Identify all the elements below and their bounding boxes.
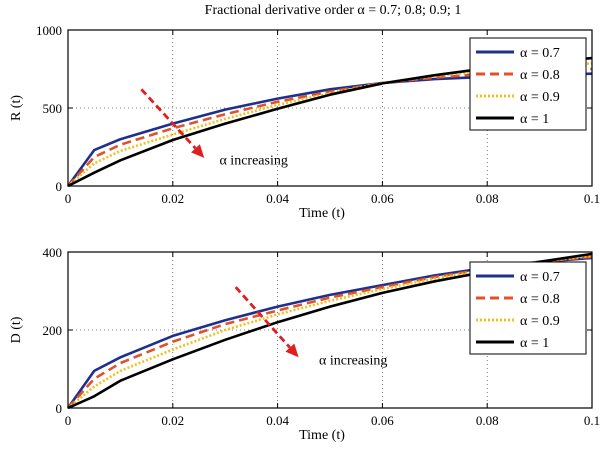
legend-label-1: α = 0.7 — [520, 46, 560, 61]
figure-title: Fractional derivative order α = 0.7; 0.8… — [205, 3, 462, 18]
legend-label-3: α = 0.9 — [520, 90, 560, 105]
x-tick-label: 0.02 — [161, 413, 184, 428]
annotation-arrow-head — [191, 144, 205, 158]
x-tick-label: 0.02 — [161, 191, 184, 206]
legend-label-1: α = 0.7 — [520, 270, 560, 285]
x-tick-label: 0.04 — [266, 191, 289, 206]
x-tick-label: 0.06 — [371, 413, 394, 428]
y-tick-label: 0 — [56, 401, 63, 416]
y-tick-label: 1000 — [36, 23, 62, 38]
y-axis-label: D (t) — [9, 316, 24, 343]
x-tick-label: 0.06 — [371, 191, 394, 206]
legend-label-4: α = 1 — [520, 336, 549, 351]
x-axis-label: Time (t) — [299, 428, 345, 443]
legend-label-3: α = 0.9 — [520, 314, 560, 329]
x-tick-label: 0.04 — [266, 413, 289, 428]
y-tick-label: 200 — [43, 323, 63, 338]
legend-label-4: α = 1 — [520, 112, 549, 127]
chart-panels: 0 0.02 0.04 0.06 0.08 0.1 0 500 1000 Time (t) R (t… — [9, 23, 600, 443]
x-axis-label: Time (t) — [299, 206, 345, 221]
legend: α = 0.7 α = 0.8 α = 0.9 α = 1 — [469, 261, 587, 355]
y-tick-label: 0 — [56, 179, 63, 194]
legend-label-2: α = 0.8 — [520, 292, 560, 307]
x-tick-label: 0 — [65, 413, 72, 428]
y-tick-label: 400 — [43, 245, 63, 260]
y-axis-label: R (t) — [9, 95, 24, 121]
legend-label-2: α = 0.8 — [520, 68, 560, 83]
annotation-arrow-shaft — [140, 88, 197, 150]
legend: α = 0.7 α = 0.8 α = 0.9 α = 1 — [469, 37, 587, 131]
annotation-arrow-shaft — [234, 286, 291, 349]
series-line-2 — [67, 255, 593, 409]
annotation-text: α increasing — [319, 353, 387, 368]
x-tick-label: 0.1 — [584, 413, 600, 428]
x-tick-label: 0.08 — [476, 413, 499, 428]
chart-R: 0 0.02 0.04 0.06 0.08 0.1 0 500 1000 Time (t) R (t… — [9, 23, 600, 221]
x-tick-label: 0.1 — [584, 191, 600, 206]
y-tick-label: 500 — [43, 101, 63, 116]
x-tick-label: 0.08 — [476, 191, 499, 206]
annotation-text: α increasing — [219, 153, 287, 168]
annotation-arrow-head — [285, 343, 299, 358]
x-tick-label: 0 — [65, 191, 72, 206]
chart-D: 0 0.02 0.04 0.06 0.08 0.1 0 200 400 Time (t) D (t)… — [9, 245, 600, 443]
